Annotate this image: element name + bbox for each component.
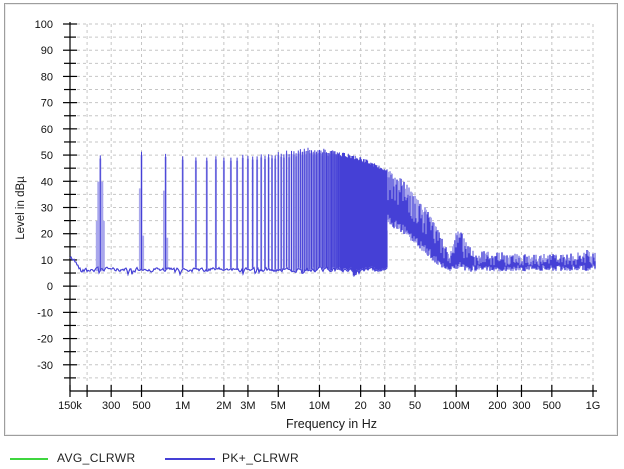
avg-trace-swatch [10,458,48,460]
pk-trace-label: PK+_CLRWR [222,451,300,465]
y-axis-title: Level in dBµ [15,176,27,240]
chart-frame [4,3,618,436]
legend: AVG_CLRWR PK+_CLRWR [0,448,624,469]
avg-trace-label: AVG_CLRWR [57,451,136,465]
pk-trace-swatch [165,458,215,460]
x-axis-title: Frequency in Hz [285,417,377,431]
